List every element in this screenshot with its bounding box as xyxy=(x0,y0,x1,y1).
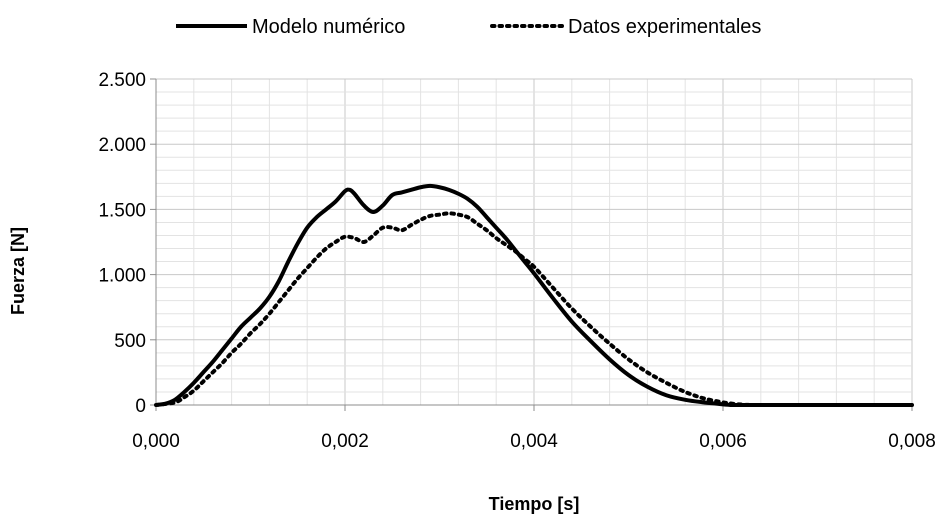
y-tick-label: 1.500 xyxy=(98,200,146,221)
series-line-modelo-numerico xyxy=(155,183,912,407)
gridlines xyxy=(155,78,913,406)
legend-label-modelo-numerico: Modelo numérico xyxy=(252,16,405,38)
y-tick-label: 2.000 xyxy=(98,135,146,156)
y-tick-label: 1.000 xyxy=(98,266,146,287)
x-tick-label: 0,000 xyxy=(132,431,180,452)
x-tick-label: 0,004 xyxy=(510,431,558,452)
tick-labels: 0,000 0,002 0,004 0,006 0,008 0 500 1.000 1.500 2… xyxy=(98,70,935,452)
series-layer xyxy=(154,183,914,407)
axes xyxy=(150,78,913,411)
x-tick-label: 0,006 xyxy=(699,431,747,452)
y-tick-label: 0 xyxy=(135,396,146,417)
x-tick-label: 0,008 xyxy=(888,431,936,452)
y-axis-title: Fuerza [N] xyxy=(8,227,28,315)
y-tick-label: 500 xyxy=(114,331,146,352)
x-tick-label: 0,002 xyxy=(321,431,369,452)
series-line-datos-experimentales xyxy=(154,211,914,407)
legend: Modelo numérico Datos experimentales xyxy=(176,16,761,38)
legend-label-datos-experimentales: Datos experimentales xyxy=(568,16,761,38)
y-tick-label: 2.500 xyxy=(98,70,146,91)
x-axis-title: Tiempo [s] xyxy=(489,494,580,514)
